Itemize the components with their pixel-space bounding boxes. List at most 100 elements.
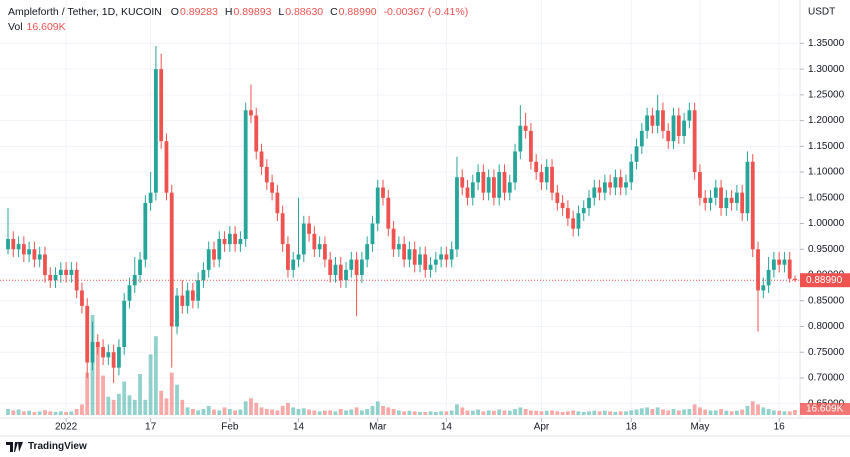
volume-bar bbox=[608, 411, 613, 415]
candle-body bbox=[439, 254, 444, 260]
candle-body bbox=[676, 115, 681, 137]
volume-bar bbox=[64, 411, 69, 415]
volume-bar bbox=[534, 410, 539, 415]
volume-bar bbox=[101, 375, 105, 415]
volume-bar bbox=[138, 374, 142, 415]
candle-body bbox=[159, 69, 164, 142]
volume-bar bbox=[724, 410, 729, 415]
volume-bar bbox=[745, 405, 750, 415]
x-tick-label: 2022 bbox=[55, 422, 78, 433]
candle-body bbox=[312, 233, 317, 250]
volume-bar bbox=[676, 410, 681, 415]
volume-bar bbox=[243, 401, 248, 415]
volume-bar bbox=[634, 409, 639, 415]
candle-body bbox=[11, 238, 16, 250]
candle-body bbox=[21, 244, 26, 255]
candle-body bbox=[391, 228, 396, 250]
candle-body bbox=[254, 115, 259, 152]
volume-bar bbox=[645, 407, 650, 415]
candle-body bbox=[465, 187, 470, 198]
candle-body bbox=[639, 130, 644, 147]
candle-body bbox=[381, 187, 385, 198]
candle-body bbox=[513, 151, 517, 183]
volume-bar bbox=[460, 407, 465, 415]
volume-bar bbox=[153, 336, 158, 415]
candle-body bbox=[481, 172, 486, 193]
candle-body bbox=[449, 249, 454, 260]
candle-body bbox=[185, 290, 190, 306]
candle-body bbox=[291, 259, 296, 270]
candle-body bbox=[307, 223, 311, 234]
x-tick-label: 16 bbox=[774, 422, 786, 433]
candle-body bbox=[497, 172, 502, 198]
h-label: H bbox=[224, 6, 233, 18]
candle-body bbox=[734, 192, 739, 203]
volume-bar bbox=[523, 408, 528, 415]
logo bbox=[6, 441, 23, 452]
volume-bar bbox=[418, 411, 422, 415]
candle-body bbox=[212, 249, 216, 260]
x-tick-label: 14 bbox=[293, 422, 305, 433]
volume-bar bbox=[344, 410, 348, 415]
candle-body bbox=[190, 290, 195, 301]
candle-body bbox=[634, 146, 639, 162]
candle-body bbox=[597, 187, 602, 193]
volume-bar bbox=[291, 407, 296, 415]
candle-body bbox=[719, 187, 723, 209]
c-value: 0.88990 bbox=[338, 6, 377, 18]
candle-body bbox=[375, 187, 380, 224]
volume-bar bbox=[238, 409, 243, 415]
volume-bar bbox=[782, 411, 787, 415]
candle-body bbox=[565, 208, 570, 219]
candle-body bbox=[122, 300, 127, 348]
y-tick-label: 1.00000 bbox=[808, 218, 845, 229]
volume-bar bbox=[333, 411, 338, 415]
volume-bar bbox=[713, 410, 718, 415]
candle-body bbox=[243, 110, 248, 239]
volume-bar bbox=[37, 411, 42, 415]
candle-body bbox=[74, 269, 79, 291]
volume-bar bbox=[111, 399, 116, 415]
last-volume-label: 16.609K bbox=[806, 404, 844, 415]
candle-body bbox=[592, 187, 597, 198]
candle-body bbox=[766, 269, 771, 286]
candle-body bbox=[476, 172, 480, 183]
candle-body bbox=[486, 177, 491, 193]
volume-bar bbox=[439, 411, 444, 415]
volume-bar bbox=[740, 409, 745, 415]
candle-body bbox=[296, 254, 301, 260]
volume-bar bbox=[771, 410, 776, 415]
x-tick-label: 18 bbox=[626, 422, 638, 433]
candle-body bbox=[608, 182, 613, 188]
candle-body bbox=[90, 341, 95, 363]
y-tick-label: 0.85000 bbox=[808, 295, 845, 306]
volume-bar bbox=[80, 404, 84, 415]
l-label: L bbox=[278, 6, 285, 18]
candle-body bbox=[539, 172, 544, 183]
candle-body bbox=[745, 161, 750, 214]
change: -0.00367 (-0.41%) bbox=[383, 6, 469, 18]
candle-body bbox=[713, 187, 718, 198]
candle-body bbox=[782, 259, 787, 265]
candle-body bbox=[175, 295, 179, 327]
o-label: O bbox=[170, 6, 179, 18]
candle-body bbox=[275, 192, 280, 214]
volume-bar bbox=[338, 408, 343, 415]
volume-bar bbox=[793, 409, 797, 415]
candle-body bbox=[571, 218, 576, 229]
candle-body bbox=[492, 177, 496, 198]
candle-body bbox=[529, 130, 533, 162]
volume-bar bbox=[259, 407, 264, 415]
volume-bar bbox=[513, 408, 517, 415]
y-tick-label: 1.25000 bbox=[808, 89, 845, 100]
candle-body bbox=[27, 249, 32, 255]
candle-body bbox=[576, 213, 581, 229]
y-tick-label: 1.20000 bbox=[808, 115, 845, 126]
candle-body bbox=[270, 182, 274, 193]
candle-body bbox=[95, 341, 100, 348]
x-tick-label: May bbox=[690, 422, 709, 433]
volume-bar bbox=[227, 408, 232, 415]
candle-body bbox=[777, 259, 782, 265]
candle-body bbox=[418, 254, 422, 265]
